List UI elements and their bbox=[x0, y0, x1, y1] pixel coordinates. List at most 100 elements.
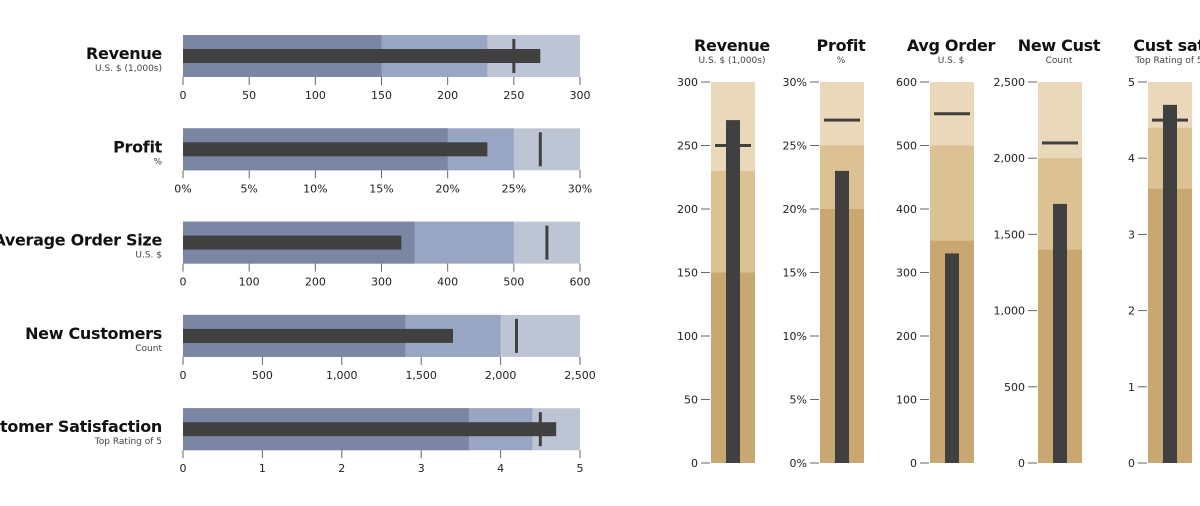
bullet-title: Profit bbox=[817, 36, 867, 55]
tick-label: 2,000 bbox=[994, 152, 1026, 165]
tick-label: 150 bbox=[371, 89, 392, 102]
tick-label: 300 bbox=[896, 267, 917, 280]
tick-label: 200 bbox=[437, 89, 458, 102]
marker bbox=[1152, 118, 1188, 122]
bullet-title: New Cust bbox=[1018, 36, 1101, 55]
tick-label: 200 bbox=[305, 276, 326, 289]
bullet-title: Customer Satisfaction bbox=[0, 417, 162, 436]
tick-label: 1,000 bbox=[326, 369, 358, 382]
tick-label: 300 bbox=[371, 276, 392, 289]
tick-label: 1,500 bbox=[994, 228, 1026, 241]
tick-label: 2,500 bbox=[564, 369, 596, 382]
bullet-subtitle: U.S. $ (1,000s) bbox=[95, 64, 162, 74]
tick-label: 300 bbox=[570, 89, 591, 102]
measure-bar bbox=[835, 170, 849, 463]
bullet-vertical-2: Profit% 0% 5% 10% 15% 20% 25% 30% bbox=[783, 36, 867, 470]
marker bbox=[512, 39, 516, 73]
tick-label: 5% bbox=[240, 182, 257, 195]
bullet-horizontal-2: Profit% 0% 5% 10% 15% 20% 25% 30% bbox=[113, 128, 592, 195]
tick-label: 2,500 bbox=[994, 76, 1026, 89]
measure-bar bbox=[945, 253, 959, 463]
tick-label: 150 bbox=[677, 267, 698, 280]
measure-bar bbox=[726, 120, 740, 463]
marker bbox=[824, 118, 860, 122]
marker bbox=[1042, 141, 1078, 145]
marker bbox=[538, 132, 542, 167]
bullet-subtitle: Count bbox=[135, 344, 162, 354]
tick-label: 3 bbox=[1128, 228, 1135, 241]
tick-label: 500 bbox=[503, 276, 524, 289]
bullet-title: Revenue bbox=[694, 36, 770, 55]
tick-label: 1 bbox=[259, 462, 266, 475]
bullet-title: New Customers bbox=[25, 324, 162, 343]
tick-label: 0% bbox=[174, 182, 191, 195]
bullet-subtitle: Top Rating of 5 bbox=[1134, 56, 1200, 66]
tick-label: 0 bbox=[910, 457, 917, 470]
tick-label: 600 bbox=[570, 276, 591, 289]
bullet-subtitle: U.S. $ bbox=[135, 251, 162, 261]
tick-label: 0 bbox=[1128, 457, 1135, 470]
tick-label: 2,000 bbox=[485, 369, 517, 382]
tick-label: 2 bbox=[338, 462, 345, 475]
tick-label: 250 bbox=[677, 140, 698, 153]
tick-label: 50 bbox=[242, 89, 256, 102]
marker bbox=[538, 412, 542, 447]
bullet-subtitle: U.S. $ (1,000s) bbox=[699, 56, 766, 66]
tick-label: 20% bbox=[435, 182, 459, 195]
tick-label: 100 bbox=[239, 276, 260, 289]
measure-bar bbox=[1053, 203, 1067, 464]
tick-label: 600 bbox=[896, 76, 917, 89]
tick-label: 1 bbox=[1128, 381, 1135, 394]
tick-label: 10% bbox=[303, 182, 327, 195]
tick-label: 1,500 bbox=[405, 369, 437, 382]
bullet-title: Average Order Size bbox=[0, 231, 162, 250]
tick-label: 10% bbox=[783, 330, 807, 343]
marker bbox=[715, 144, 751, 147]
tick-label: 15% bbox=[783, 267, 807, 280]
bullet-title: Cust sat bbox=[1133, 36, 1200, 55]
tick-label: 400 bbox=[437, 276, 458, 289]
marker bbox=[545, 225, 549, 260]
bullet-subtitle: U.S. $ bbox=[938, 56, 965, 66]
tick-label: 2 bbox=[1128, 305, 1135, 318]
tick-label: 0 bbox=[1018, 457, 1025, 470]
tick-label: 1,000 bbox=[994, 305, 1026, 318]
tick-label: 25% bbox=[783, 140, 807, 153]
tick-label: 400 bbox=[896, 203, 917, 216]
tick-label: 0 bbox=[180, 89, 187, 102]
measure-bar bbox=[183, 328, 453, 343]
bullet-title: Profit bbox=[113, 137, 163, 156]
tick-label: 4 bbox=[497, 462, 504, 475]
tick-label: 30% bbox=[783, 76, 807, 89]
tick-label: 4 bbox=[1128, 152, 1135, 165]
tick-label: 0 bbox=[180, 462, 187, 475]
tick-label: 500 bbox=[1004, 381, 1025, 394]
tick-label: 100 bbox=[305, 89, 326, 102]
bullet-subtitle: Count bbox=[1046, 56, 1073, 66]
bullet-subtitle: % bbox=[837, 56, 846, 66]
measure-bar bbox=[183, 422, 557, 437]
tick-label: 100 bbox=[896, 394, 917, 407]
tick-label: 300 bbox=[677, 76, 698, 89]
measure-bar bbox=[183, 235, 402, 250]
tick-label: 0 bbox=[180, 276, 187, 289]
tick-label: 50 bbox=[684, 394, 698, 407]
tick-label: 5% bbox=[790, 394, 807, 407]
tick-label: 0 bbox=[180, 369, 187, 382]
tick-label: 100 bbox=[677, 330, 698, 343]
marker bbox=[934, 112, 970, 116]
tick-label: 3 bbox=[418, 462, 425, 475]
measure-bar bbox=[1163, 104, 1177, 464]
measure-bar bbox=[183, 142, 488, 157]
tick-label: 5 bbox=[577, 462, 584, 475]
tick-label: 25% bbox=[502, 182, 526, 195]
marker bbox=[514, 318, 518, 353]
tick-label: 5 bbox=[1128, 76, 1135, 89]
measure-bar bbox=[183, 49, 541, 63]
